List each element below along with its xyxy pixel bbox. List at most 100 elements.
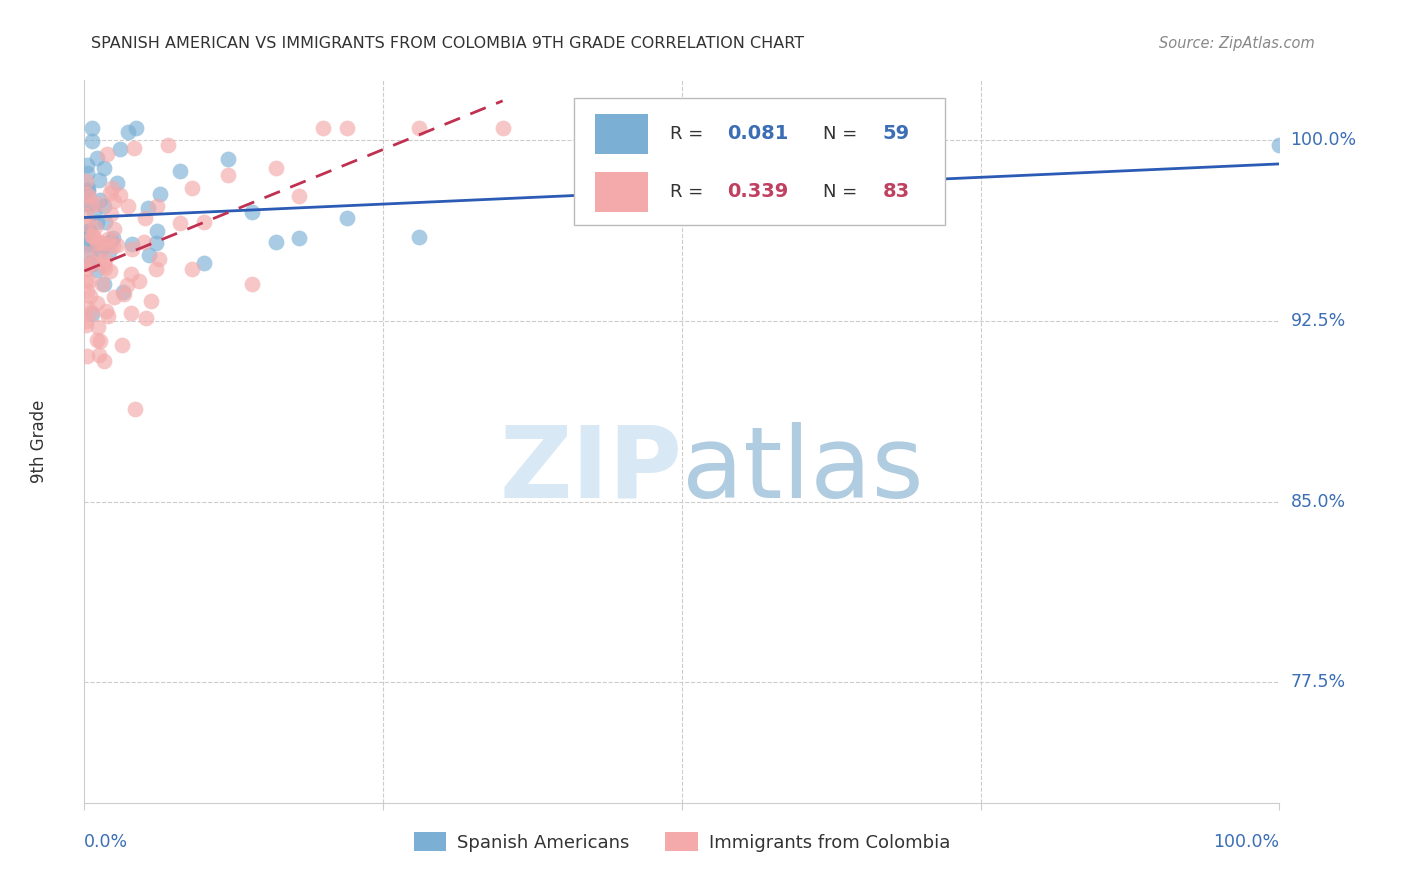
- Point: [82, 229, 104, 244]
- Point: [135, 311, 157, 326]
- Point: [100, 234, 122, 248]
- Point: [94, 252, 117, 267]
- Point: [93, 239, 115, 253]
- Point: [98, 186, 121, 200]
- Point: [139, 294, 162, 309]
- Text: R =: R =: [671, 125, 709, 143]
- Point: [76, 285, 98, 299]
- Text: 100.0%: 100.0%: [1213, 833, 1279, 851]
- Point: [98, 244, 121, 259]
- Point: [86, 196, 108, 211]
- Point: [103, 222, 125, 236]
- Point: [86, 215, 108, 229]
- Point: [217, 168, 239, 182]
- Point: [77, 197, 100, 211]
- Point: [97, 236, 120, 251]
- Point: [103, 290, 125, 304]
- Point: [82, 255, 104, 269]
- Point: [100, 207, 122, 221]
- Bar: [595, 172, 648, 211]
- Point: [75, 174, 97, 188]
- Point: [75, 314, 97, 328]
- Point: [87, 247, 110, 261]
- Point: [408, 121, 430, 136]
- Point: [105, 238, 128, 252]
- Point: [86, 262, 108, 277]
- FancyBboxPatch shape: [575, 98, 945, 225]
- Text: atlas: atlas: [682, 422, 924, 519]
- Point: [80, 121, 103, 136]
- Point: [288, 189, 311, 203]
- Point: [492, 121, 515, 136]
- Point: [79, 304, 101, 318]
- Point: [76, 166, 98, 180]
- Point: [111, 337, 134, 351]
- Point: [103, 194, 125, 208]
- Point: [89, 334, 111, 348]
- Point: [312, 121, 335, 136]
- Point: [101, 231, 124, 245]
- Point: [75, 318, 97, 332]
- Point: [75, 197, 97, 211]
- Point: [121, 242, 143, 256]
- Text: SPANISH AMERICAN VS IMMIGRANTS FROM COLOMBIA 9TH GRADE CORRELATION CHART: SPANISH AMERICAN VS IMMIGRANTS FROM COLO…: [91, 36, 804, 51]
- Point: [111, 285, 134, 300]
- Point: [117, 199, 139, 213]
- Point: [148, 252, 170, 267]
- Text: N =: N =: [823, 183, 863, 201]
- Point: [240, 204, 263, 219]
- Point: [97, 232, 120, 246]
- Point: [76, 300, 98, 314]
- Point: [89, 244, 111, 258]
- Point: [83, 206, 105, 220]
- Legend: Spanish Americans, Immigrants from Colombia: Spanish Americans, Immigrants from Colom…: [406, 825, 957, 859]
- Point: [75, 208, 97, 222]
- Point: [117, 125, 139, 139]
- Point: [149, 187, 172, 202]
- Text: 0.0%: 0.0%: [84, 833, 128, 851]
- Point: [75, 245, 97, 260]
- Point: [146, 224, 169, 238]
- Point: [79, 256, 101, 270]
- Text: 100.0%: 100.0%: [1291, 131, 1357, 150]
- Text: 59: 59: [883, 124, 910, 144]
- Point: [103, 238, 125, 252]
- Text: N =: N =: [823, 125, 863, 143]
- Point: [82, 134, 104, 148]
- Point: [94, 303, 117, 318]
- Text: 83: 83: [883, 182, 910, 201]
- Point: [77, 181, 100, 195]
- Point: [336, 211, 359, 226]
- Point: [120, 305, 142, 319]
- Point: [86, 334, 108, 348]
- Point: [93, 353, 115, 368]
- Text: 92.5%: 92.5%: [1291, 312, 1346, 330]
- Point: [91, 236, 114, 251]
- Point: [80, 229, 103, 244]
- Point: [80, 244, 103, 258]
- Point: [264, 161, 287, 176]
- Point: [408, 229, 430, 244]
- Point: [77, 274, 100, 288]
- Point: [89, 193, 111, 207]
- Point: [169, 216, 191, 230]
- Point: [121, 236, 143, 251]
- Point: [76, 217, 98, 231]
- Point: [145, 236, 167, 251]
- Point: [264, 235, 287, 249]
- Text: 85.0%: 85.0%: [1291, 492, 1346, 511]
- Point: [75, 183, 97, 197]
- Point: [75, 183, 97, 197]
- Bar: [595, 114, 648, 154]
- Point: [100, 181, 122, 195]
- Point: [108, 142, 131, 156]
- Point: [110, 187, 132, 202]
- Point: [107, 176, 129, 190]
- Point: [86, 236, 108, 251]
- Point: [96, 147, 118, 161]
- Point: [132, 235, 156, 249]
- Text: R =: R =: [671, 183, 709, 201]
- Point: [93, 199, 115, 213]
- Point: [82, 307, 104, 321]
- Point: [120, 267, 142, 281]
